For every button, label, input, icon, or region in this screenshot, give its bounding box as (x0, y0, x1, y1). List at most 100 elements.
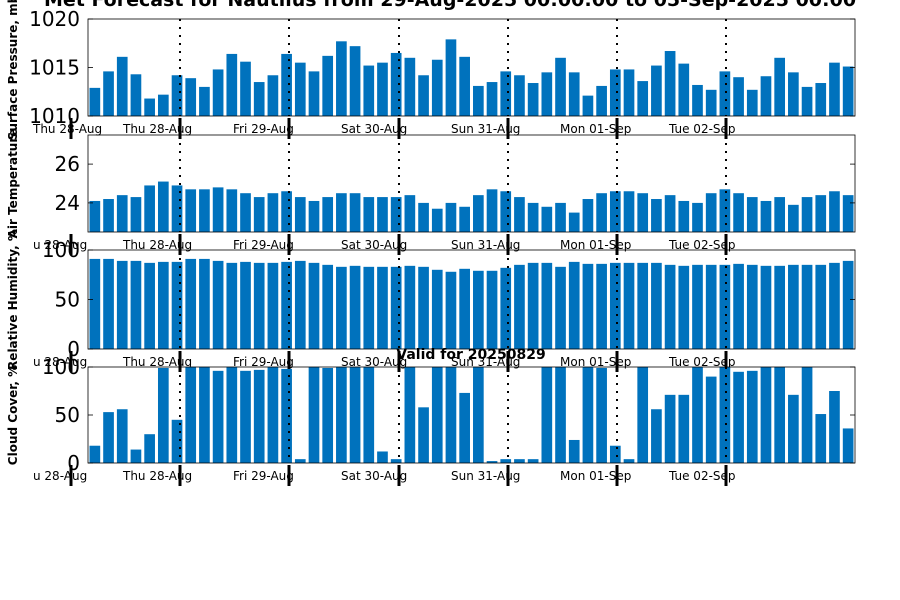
bar (514, 264, 525, 349)
bar (390, 459, 402, 463)
bar (555, 57, 566, 116)
bar (431, 208, 443, 232)
bar (363, 266, 375, 349)
bar (692, 84, 703, 116)
bar (664, 264, 676, 349)
bar (815, 83, 827, 116)
bar (514, 75, 525, 116)
bar (130, 449, 142, 463)
bar (719, 71, 731, 116)
bar (692, 367, 703, 463)
bar (637, 193, 649, 232)
bar (555, 266, 566, 349)
bar (171, 75, 183, 116)
bar (253, 82, 265, 116)
bar (609, 445, 621, 463)
bar (473, 85, 484, 116)
bar (527, 459, 539, 463)
bar (253, 197, 265, 232)
y-axis-label: Cloud Cover, % (6, 365, 20, 465)
bar (527, 202, 539, 232)
bar (527, 262, 539, 349)
bar (267, 193, 279, 232)
bar (815, 195, 827, 232)
bar (445, 39, 457, 117)
bar (705, 264, 717, 349)
day-label: Mon 01-Sep (560, 238, 631, 252)
bar (185, 78, 197, 116)
bar (226, 367, 238, 463)
bar (829, 391, 840, 463)
bar (308, 262, 320, 349)
bar (596, 85, 607, 116)
bar (733, 371, 744, 463)
bar (568, 212, 580, 232)
bar (733, 193, 744, 232)
y-axis-label: Surface Pressure, mb (6, 0, 20, 140)
bar (336, 367, 347, 463)
y-axis-label: Relative Humidity, % (6, 229, 20, 370)
bar (664, 51, 676, 117)
bar (144, 98, 155, 116)
bar (171, 185, 183, 232)
bar (801, 197, 813, 232)
bar (116, 56, 128, 116)
bar (130, 74, 142, 116)
bar (336, 266, 347, 349)
bar (801, 367, 813, 463)
bar (322, 197, 334, 232)
bar (240, 193, 251, 232)
bar (363, 197, 375, 232)
bar (514, 197, 525, 232)
bar (171, 419, 183, 463)
bar (281, 261, 292, 349)
bar (842, 428, 854, 463)
bar (212, 69, 224, 116)
bar (445, 202, 457, 232)
bar (281, 53, 292, 116)
day-label: Thu 28-Aug (32, 122, 102, 136)
bar (253, 369, 265, 463)
bar (651, 262, 662, 349)
bar (568, 72, 580, 116)
y-tick-label: 1015 (29, 56, 80, 80)
bar (774, 57, 786, 116)
bar (705, 89, 717, 116)
bar (842, 66, 854, 116)
bar (788, 394, 799, 463)
day-label: Tue 02-Sep (668, 469, 736, 483)
bar (89, 445, 101, 463)
bar (431, 367, 443, 463)
bar (103, 258, 114, 349)
day-label: Sat 30-Aug (341, 355, 407, 369)
day-label: Mon 01-Sep (560, 122, 631, 136)
bar (390, 266, 402, 349)
bar (89, 87, 101, 116)
bar (788, 204, 799, 232)
day-label: Thu 28-Aug (122, 122, 192, 136)
bar (582, 199, 594, 232)
bar (500, 191, 512, 232)
bar (240, 261, 251, 349)
bar (418, 407, 429, 463)
bar (514, 459, 525, 463)
bar (445, 271, 457, 349)
day-label: Mon 01-Sep (560, 469, 631, 483)
day-label: Tue 02-Sep (668, 122, 736, 136)
bar (294, 197, 306, 232)
bar (678, 265, 690, 349)
day-label: Sun 31-Aug (451, 238, 520, 252)
bar (116, 260, 128, 349)
bar (199, 367, 210, 463)
bar (267, 367, 279, 463)
bar (746, 89, 758, 116)
bar (705, 376, 717, 463)
bar (459, 392, 470, 463)
bar (377, 266, 388, 349)
day-label: Sat 30-Aug (341, 122, 407, 136)
bar (390, 197, 402, 232)
bar (294, 62, 306, 116)
